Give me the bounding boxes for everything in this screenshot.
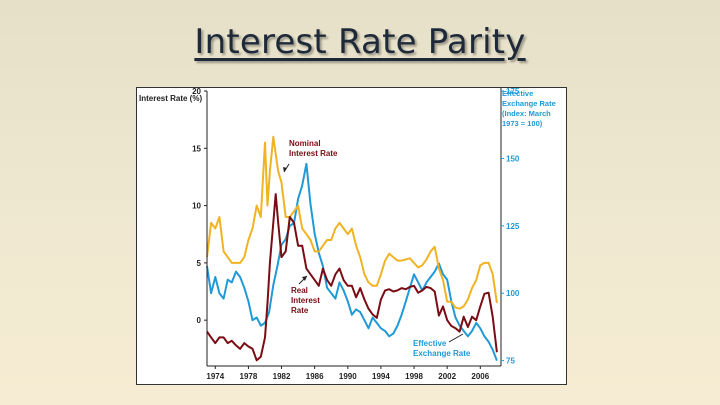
nominal-series-line <box>206 135 498 310</box>
annotation-real: Rate <box>291 306 309 315</box>
x-tick-label: 1998 <box>405 372 423 381</box>
annotation-nominal: Nominal <box>289 139 321 148</box>
left-axis-title: Interest Rate (%) <box>139 94 202 103</box>
annotation-exchange: Exchange Rate <box>413 349 471 358</box>
annotation-real: Interest <box>291 296 320 305</box>
slide-title: Interest Rate Parity <box>194 22 526 62</box>
x-tick-label: 2006 <box>471 372 489 381</box>
real-series-line <box>206 193 498 362</box>
right-tick-label: 75 <box>506 357 515 366</box>
x-tick-label: 1990 <box>339 372 357 381</box>
x-tick-label: 1986 <box>306 372 324 381</box>
left-tick-label: 20 <box>192 88 201 96</box>
annotation-nominal: Interest Rate <box>289 149 338 158</box>
exchange-series-line <box>206 162 498 361</box>
chart-panel: 20 15 10 5 0 175 150 125 100 75 1974 1978 1982 1986 19… <box>136 87 567 385</box>
annotation-nominal-arrowhead <box>283 167 287 172</box>
x-tick-label: 1974 <box>206 372 224 381</box>
left-tick-label: 10 <box>192 202 201 211</box>
x-tick-label: 2002 <box>438 372 456 381</box>
left-tick-label: 0 <box>197 316 202 325</box>
annotation-real: Real <box>291 286 308 295</box>
left-tick-label: 15 <box>192 144 201 153</box>
right-tick-label: 100 <box>506 289 520 298</box>
interest-rate-chart: 20 15 10 5 0 175 150 125 100 75 1974 1978 1982 1986 19… <box>139 88 556 381</box>
axis-ticks: 20 15 10 5 0 175 150 125 100 75 1974 1978 1982 1986 19… <box>192 88 520 381</box>
right-tick-label: 125 <box>506 222 520 231</box>
x-tick-label: 1978 <box>240 372 258 381</box>
right-axis-title-line: 1973 = 100) <box>502 119 543 128</box>
annotation-exchange: Effective <box>413 339 447 348</box>
right-axis-title-line: (Index: March <box>502 109 551 118</box>
right-axis-title-line: Effective <box>502 89 533 98</box>
right-tick-label: 150 <box>506 154 520 163</box>
left-tick-label: 5 <box>197 259 202 268</box>
right-axis-title-line: Exchange Rate <box>502 99 556 108</box>
x-tick-label: 1982 <box>273 372 291 381</box>
right-tick-label: 175 <box>506 88 520 96</box>
series-lines <box>206 135 498 362</box>
x-tick-label: 1994 <box>372 372 390 381</box>
annotation-real-arrowhead <box>302 276 307 281</box>
annotation-exchange-pointer <box>448 333 464 343</box>
